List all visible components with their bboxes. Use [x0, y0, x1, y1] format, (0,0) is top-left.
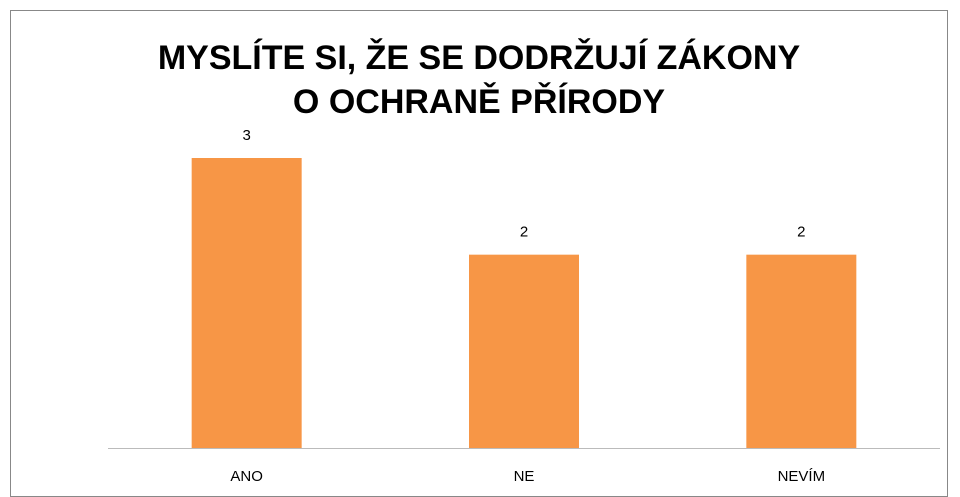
bar: [191, 158, 302, 448]
value-label: 2: [797, 224, 805, 241]
bar: [746, 254, 857, 448]
x-tick-label: ANO: [230, 468, 263, 485]
x-tick-label: NEVÍM: [778, 468, 826, 485]
x-tick-label: NE: [514, 468, 535, 485]
chart-title: MYSLÍTE SI, ŽE SE DODRŽUJÍ ZÁKONY O OCHR…: [157, 39, 801, 121]
value-label: 3: [242, 127, 250, 144]
bar: [469, 254, 579, 448]
value-label: 2: [520, 224, 528, 241]
